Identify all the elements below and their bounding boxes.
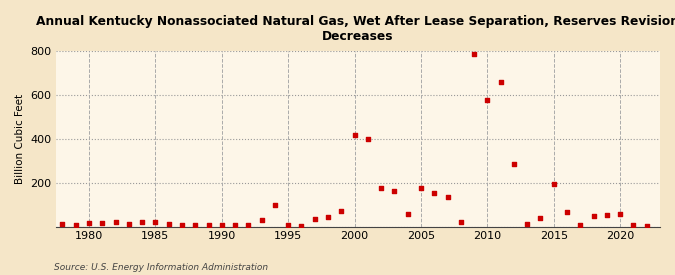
Point	[468, 51, 479, 56]
Point	[535, 216, 546, 220]
Point	[416, 186, 427, 191]
Point	[456, 220, 466, 224]
Point	[548, 182, 559, 186]
Point	[508, 162, 519, 166]
Point	[495, 80, 506, 84]
Point	[190, 223, 200, 227]
Point	[615, 212, 626, 216]
Point	[402, 212, 413, 216]
Point	[429, 191, 439, 196]
Point	[575, 223, 586, 227]
Point	[70, 223, 81, 228]
Point	[362, 137, 373, 141]
Point	[110, 220, 121, 224]
Point	[150, 219, 161, 224]
Title: Annual Kentucky Nonassociated Natural Gas, Wet After Lease Separation, Reserves : Annual Kentucky Nonassociated Natural Ga…	[36, 15, 675, 43]
Point	[203, 223, 214, 227]
Point	[124, 221, 134, 226]
Point	[522, 222, 533, 226]
Y-axis label: Billion Cubic Feet: Billion Cubic Feet	[15, 94, 25, 184]
Point	[283, 223, 294, 227]
Point	[217, 223, 227, 227]
Point	[336, 209, 347, 213]
Point	[230, 223, 240, 227]
Point	[442, 195, 453, 200]
Point	[309, 217, 320, 221]
Point	[376, 186, 387, 191]
Point	[641, 224, 652, 228]
Point	[588, 213, 599, 218]
Point	[57, 222, 68, 227]
Point	[256, 218, 267, 223]
Point	[389, 189, 400, 193]
Point	[163, 221, 174, 226]
Point	[137, 220, 148, 224]
Point	[243, 223, 254, 227]
Point	[349, 132, 360, 137]
Point	[601, 212, 612, 217]
Point	[84, 221, 95, 226]
Point	[482, 98, 493, 102]
Point	[296, 224, 307, 228]
Point	[269, 202, 280, 207]
Point	[177, 223, 188, 227]
Point	[628, 223, 639, 228]
Point	[562, 210, 572, 214]
Point	[323, 215, 333, 219]
Text: Source: U.S. Energy Information Administration: Source: U.S. Energy Information Administ…	[54, 263, 268, 272]
Point	[97, 221, 108, 225]
